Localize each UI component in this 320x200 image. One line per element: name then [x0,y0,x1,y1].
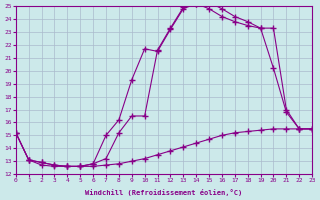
X-axis label: Windchill (Refroidissement éolien,°C): Windchill (Refroidissement éolien,°C) [85,189,243,196]
